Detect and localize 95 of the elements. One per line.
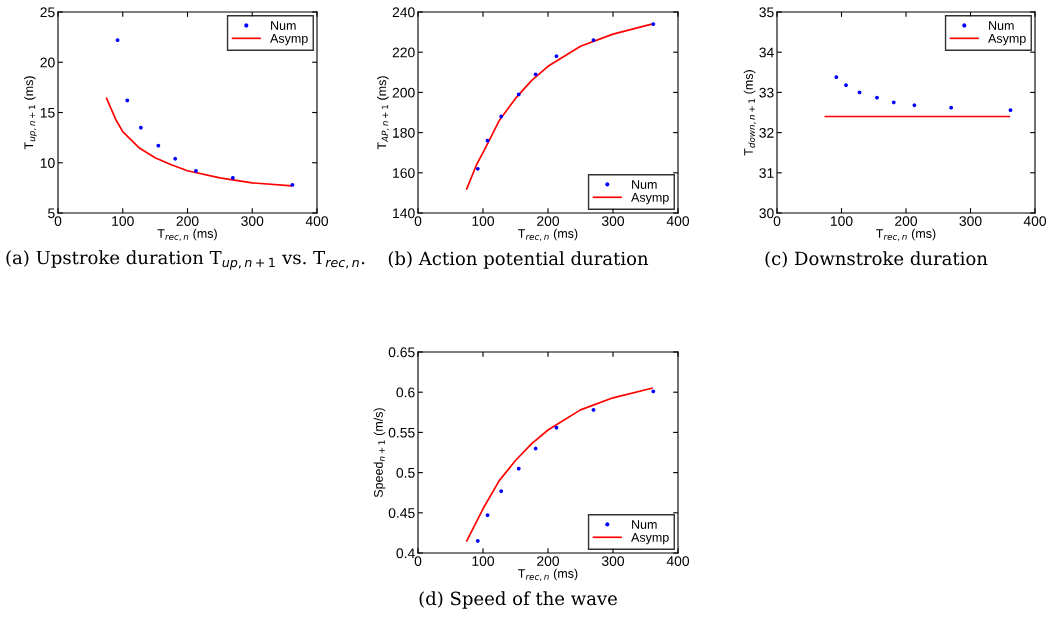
y-tick-label: 31: [759, 168, 774, 178]
text: (d) Speed of the wave: [419, 591, 617, 609]
point: [1008, 108, 1013, 112]
y-tick-label: 34: [759, 47, 774, 58]
legend-label: Asymp: [988, 34, 1026, 46]
y-tick-label: 25: [40, 7, 55, 18]
text: (a) Upstroke duration T$_{up,n+1}$ vs. T$_{rec,n}$.: [6, 250, 365, 270]
y-tick-label: 0.5: [396, 467, 415, 478]
point: [194, 168, 198, 173]
point: [290, 182, 295, 187]
x-tick-label: 400: [305, 216, 329, 226]
y-tick-label: 0.55: [388, 427, 415, 438]
y-tick-label: 0.6: [396, 387, 415, 398]
y-tick-label: 32: [759, 127, 774, 138]
y-tick-label: 240: [392, 7, 415, 18]
x-tick-label: 200: [537, 216, 560, 226]
y-tick-label: 220: [392, 47, 415, 58]
y-tick-label: 140: [393, 208, 415, 219]
x-axis-title: T$_{rec,n}$ (ms): [518, 568, 578, 581]
x-tick-label: 0: [414, 556, 422, 566]
legend-label: Num: [632, 180, 657, 189]
x-tick-label: 100: [112, 216, 134, 226]
point: [651, 389, 656, 394]
x-tick-label: 0: [773, 216, 781, 226]
y-tick-label: 0.4: [396, 548, 415, 559]
point: [554, 54, 559, 59]
legend-label: Asymp: [631, 193, 669, 205]
point: [533, 446, 538, 451]
point: [485, 138, 490, 143]
point: [125, 98, 130, 103]
point: [475, 539, 480, 543]
point: [554, 425, 559, 430]
point: [875, 95, 879, 100]
point: [499, 489, 504, 493]
point: [949, 105, 954, 110]
y-tick-label: 200: [392, 87, 415, 98]
x-tick-label: 100: [472, 556, 495, 566]
point: [912, 103, 917, 108]
point: [138, 125, 143, 130]
y-axis-title: Speed$_{n+1}$ (m/s): [373, 408, 386, 498]
point: [516, 92, 521, 97]
legend-label: Asymp: [631, 533, 669, 545]
y-tick-label: 0.65: [388, 347, 415, 358]
x-tick-label: 400: [1023, 216, 1046, 226]
x-tick-label: 300: [601, 556, 625, 566]
point: [591, 407, 596, 412]
x-tick-label: 300: [601, 216, 625, 226]
y-axis-title: T$_{down,n+1}$ (ms): [743, 70, 756, 156]
text: (b) Action potential duration: [388, 251, 649, 269]
y-tick-label: 30: [759, 208, 774, 219]
x-tick-label: 100: [830, 216, 853, 226]
x-tick-label: 200: [895, 216, 918, 226]
y-tick-label: 180: [393, 127, 415, 138]
y-axis-title: T$_{AP,n+1}$ (ms): [377, 76, 390, 150]
legend-label: Num: [989, 21, 1014, 30]
point: [834, 75, 839, 80]
x-tick-label: 200: [176, 216, 199, 226]
legend-label: Asymp: [270, 34, 308, 46]
point: [651, 22, 656, 26]
y-tick-label: 5: [48, 208, 55, 219]
point: [844, 83, 848, 88]
x-tick-label: 400: [666, 216, 690, 226]
y-tick-label: 0.45: [388, 508, 415, 518]
point: [591, 38, 596, 43]
x-tick-label: 200: [537, 556, 560, 566]
x-tick-label: 300: [959, 216, 982, 226]
legend-label: Num: [271, 21, 296, 30]
point: [891, 100, 896, 105]
y-tick-label: 160: [393, 168, 415, 178]
y-tick-label: 35: [759, 7, 774, 18]
y-tick-label: 33: [759, 87, 774, 98]
legend-label: Num: [632, 520, 657, 529]
point: [857, 90, 862, 95]
y-axis-title: T$_{up,n+1}$ (ms): [24, 76, 37, 150]
y-tick-label: 20: [40, 57, 55, 68]
point: [475, 166, 480, 171]
point: [230, 175, 235, 180]
x-tick-label: 0: [414, 216, 422, 226]
point: [533, 72, 538, 77]
y-tick-label: 10: [40, 158, 55, 168]
point: [485, 513, 490, 518]
point: [516, 466, 521, 471]
point: [156, 143, 161, 148]
point: [115, 38, 120, 43]
x-tick-label: 0: [54, 216, 62, 226]
point: [499, 114, 504, 119]
y-tick-label: 15: [40, 107, 55, 118]
x-axis-title: T$_{rec,n}$ (ms): [518, 228, 578, 241]
x-tick-label: 300: [241, 216, 264, 226]
x-tick-label: 100: [472, 216, 495, 226]
x-axis-title: T$_{rec,n}$ (ms): [876, 228, 936, 241]
text: (c) Downstroke duration: [765, 251, 988, 268]
x-tick-label: 400: [666, 556, 690, 566]
point: [173, 156, 178, 161]
x-axis-title: T$_{rec,n}$ (ms): [157, 228, 217, 241]
